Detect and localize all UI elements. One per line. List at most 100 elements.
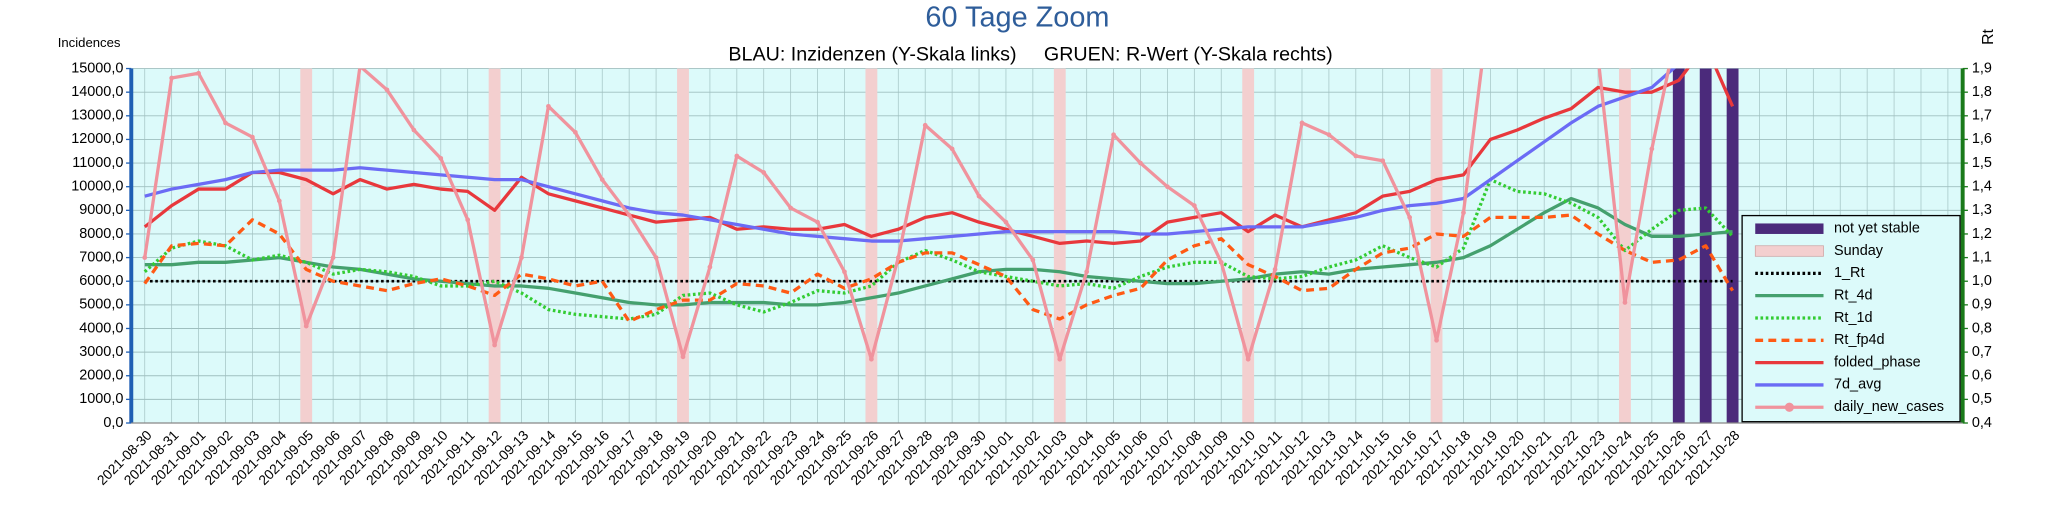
legend-label: not yet stable	[1834, 221, 1920, 237]
point	[976, 193, 982, 199]
y-tick-label: 11000,0	[72, 155, 123, 171]
y-tick-label: 1000,0	[79, 391, 123, 407]
point	[1676, 19, 1681, 24]
y-tick-label: 9000,0	[79, 202, 123, 218]
lines	[142, 19, 1735, 362]
chart-subtitle: BLAU: Inzidenzen (Y-Skala links) GRUEN: …	[728, 44, 1332, 66]
point	[1353, 153, 1359, 159]
legend-label: folded_phase	[1834, 354, 1921, 370]
point	[223, 120, 228, 126]
bar	[865, 68, 878, 424]
y2-tick-label: 1,9	[1972, 60, 1992, 76]
y-tick-label: 14000,0	[71, 84, 123, 100]
point	[492, 342, 497, 348]
series-line	[144, 196, 1733, 307]
series-line	[143, 68, 1671, 361]
point	[1649, 146, 1655, 152]
y2-tick-label: 0,8	[1972, 320, 1992, 336]
y2-tick-label: 1,5	[1972, 155, 1992, 171]
bar	[300, 68, 313, 424]
point	[626, 212, 632, 218]
bar	[1430, 68, 1443, 424]
point	[384, 87, 390, 93]
bar	[1053, 68, 1066, 424]
series-line	[144, 68, 1676, 243]
y-axis-label: Incidences	[58, 35, 121, 50]
point	[707, 264, 713, 270]
bar	[677, 68, 689, 424]
point	[1138, 160, 1143, 166]
point	[734, 153, 740, 159]
point	[411, 127, 417, 133]
legend-label: Rt_1d	[1834, 310, 1873, 326]
legend-marker	[1784, 402, 1794, 412]
point	[1084, 269, 1090, 275]
point	[1461, 210, 1466, 216]
point	[1299, 120, 1305, 126]
point	[869, 356, 874, 362]
y-tick-label: 6000,0	[79, 273, 123, 289]
point	[653, 255, 659, 260]
point	[1380, 158, 1386, 164]
point	[1245, 356, 1251, 362]
y2-tick-label: 0,4	[1972, 415, 1992, 431]
bar	[488, 68, 501, 424]
legend-label: Rt_fp4d	[1834, 332, 1885, 348]
point	[1596, 54, 1601, 59]
legend-label: 7d_avg	[1834, 377, 1881, 393]
point	[1326, 132, 1332, 138]
y-tick-label: 12000,0	[71, 131, 123, 147]
point	[922, 122, 928, 128]
point	[599, 177, 605, 182]
y2-tick-label: 1,7	[1972, 108, 1992, 124]
point	[438, 155, 444, 161]
point	[276, 198, 282, 204]
y2-tick-label: 1,0	[1972, 273, 1992, 289]
legend-label: Rt_4d	[1834, 287, 1873, 303]
point	[949, 146, 955, 152]
y2-tick-label: 1,2	[1972, 226, 1992, 242]
legend: not yet stable Sunday 1_Rt Rt_4d Rt_1d Rt_fp4…	[1741, 214, 1961, 423]
bar	[1242, 68, 1255, 424]
plot-area	[131, 68, 1963, 424]
legend-swatch	[1754, 245, 1824, 257]
point	[788, 205, 794, 211]
y-tick-label: 8000,0	[79, 226, 123, 242]
point	[761, 170, 767, 175]
point	[842, 269, 847, 275]
y-tick-label: 7000,0	[79, 249, 123, 265]
y-tick-label: 3000,0	[79, 344, 123, 360]
y2-tick-label: 1,3	[1972, 202, 1992, 218]
point	[1057, 356, 1063, 362]
y-tick-label: 15000,0	[71, 60, 123, 76]
y-tick-label: 2000,0	[79, 368, 123, 384]
point	[465, 217, 471, 223]
y2-tick-label: 1,4	[1972, 179, 1992, 195]
point	[250, 134, 255, 140]
point	[303, 323, 309, 329]
point	[1272, 267, 1278, 272]
point	[1003, 219, 1009, 225]
y-tick-label: 0,0	[103, 415, 123, 431]
y2-tick-label: 0,7	[1972, 344, 1992, 360]
y2-tick-label: 0,5	[1972, 391, 1992, 407]
bar	[1619, 68, 1631, 424]
point	[1030, 257, 1036, 263]
point	[1191, 203, 1197, 208]
bar	[1672, 68, 1685, 424]
point	[895, 255, 901, 260]
point	[358, 64, 363, 69]
legend-label: daily_new_cases	[1834, 399, 1944, 415]
y2-tick-label: 1,8	[1972, 84, 1992, 100]
chart-title: 60 Tage Zoom	[925, 1, 1109, 33]
point	[330, 255, 336, 260]
y-tick-label: 5000,0	[79, 297, 123, 313]
legend-label: Sunday	[1834, 243, 1884, 259]
point	[1434, 337, 1439, 343]
point	[196, 70, 201, 76]
y2-axis-label: Rt	[1980, 29, 1997, 45]
series-line	[143, 213, 1735, 324]
legend-swatch	[1755, 223, 1824, 234]
point	[1622, 300, 1628, 305]
